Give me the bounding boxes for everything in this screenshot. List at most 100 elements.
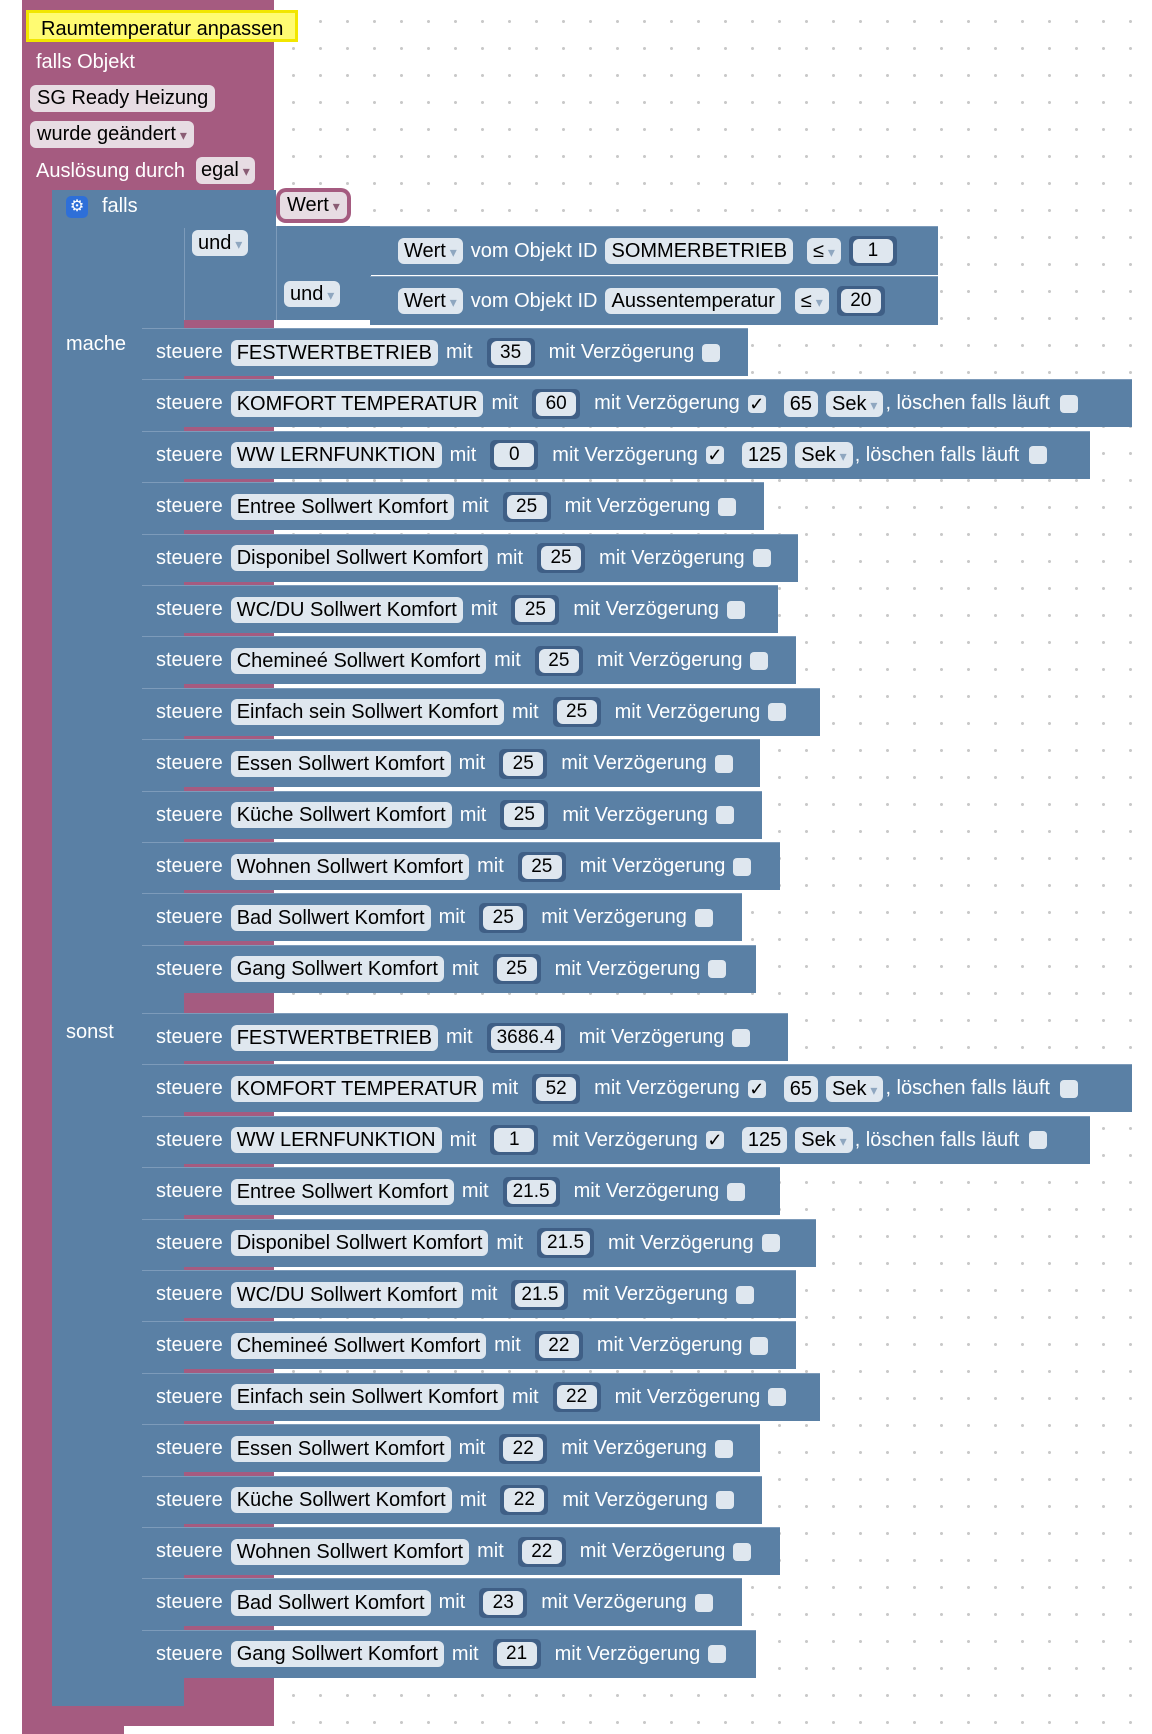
value-input[interactable]: 25: [515, 597, 556, 622]
delay-checkbox[interactable]: [733, 1542, 752, 1561]
value-input[interactable]: 25: [496, 957, 537, 982]
delay-unit-dropdown[interactable]: Sek: [826, 390, 884, 417]
target-object-field[interactable]: Entree Sollwert Komfort: [230, 493, 454, 520]
control-statement-row[interactable]: steuere Bad Sollwert Komfort mit 25 mit Verz…: [142, 893, 742, 942]
condition-2-number[interactable]: 20: [840, 289, 881, 313]
delay-checkbox[interactable]: [708, 960, 727, 979]
value-input[interactable]: 25: [538, 648, 579, 673]
change-mode-dropdown[interactable]: wurde geändert: [30, 121, 194, 148]
clear-if-running-checkbox[interactable]: [1059, 394, 1078, 413]
target-object-field[interactable]: Gang Sollwert Komfort: [230, 1641, 444, 1668]
target-object-field[interactable]: Wohnen Sollwert Komfort: [230, 1538, 470, 1565]
condition-1-object-field[interactable]: SOMMERBETRIEB: [605, 238, 794, 264]
and-operator-dropdown-2[interactable]: und: [284, 281, 341, 307]
value-input[interactable]: 22: [556, 1385, 597, 1410]
control-statement-row[interactable]: steuere Einfach sein Sollwert Komfort mit 2…: [142, 687, 820, 736]
control-statement-row[interactable]: steuere Disponibel Sollwert Komfort mit 25 m…: [142, 533, 798, 582]
control-statement-row[interactable]: steuere Einfach sein Sollwert Komfort mit 2…: [142, 1372, 820, 1421]
target-object-field[interactable]: Küche Sollwert Komfort: [230, 1487, 452, 1514]
delay-checkbox[interactable]: [708, 1645, 727, 1664]
condition-1-operator-dropdown[interactable]: ≤: [807, 238, 841, 264]
target-object-field[interactable]: Chemineé Sollwert Komfort: [230, 1332, 487, 1359]
target-object-field[interactable]: Einfach sein Sollwert Komfort: [230, 699, 504, 726]
and-operator-dropdown-1[interactable]: und: [192, 230, 249, 256]
target-object-field[interactable]: Disponibel Sollwert Komfort: [230, 545, 489, 572]
control-statement-row[interactable]: steuere Wohnen Sollwert Komfort mit 22 mit V…: [142, 1527, 780, 1575]
clear-if-running-checkbox[interactable]: [1029, 1131, 1048, 1150]
target-object-field[interactable]: Disponibel Sollwert Komfort: [230, 1230, 489, 1257]
control-statement-row[interactable]: steuere Küche Sollwert Komfort mit 25 mit Ve…: [142, 790, 762, 839]
target-object-field[interactable]: Küche Sollwert Komfort: [230, 802, 452, 829]
value-input[interactable]: 25: [541, 546, 582, 571]
target-object-field[interactable]: WC/DU Sollwert Komfort: [230, 1281, 463, 1308]
control-statement-row[interactable]: steuere FESTWERTBETRIEB mit 3686.4 mit Verzö…: [142, 1013, 788, 1061]
value-input[interactable]: 21.5: [506, 1179, 556, 1204]
target-object-field[interactable]: Essen Sollwert Komfort: [230, 750, 451, 777]
control-statement-row[interactable]: steuere Entree Sollwert Komfort mit 25 mit V…: [142, 482, 764, 531]
value-input[interactable]: 25: [506, 494, 547, 519]
delay-value-field[interactable]: 65: [783, 390, 819, 417]
delay-checkbox[interactable]: [752, 549, 771, 568]
condition-value-dropdown[interactable]: Wert: [280, 192, 347, 219]
delay-value-field[interactable]: 125: [741, 1127, 788, 1154]
target-object-field[interactable]: Chemineé Sollwert Komfort: [230, 647, 487, 674]
delay-checkbox[interactable]: [727, 600, 746, 619]
value-input[interactable]: 25: [483, 905, 524, 930]
control-statement-row[interactable]: steuere WW LERNFUNKTION mit 0 mit Verzögerun…: [142, 430, 1090, 479]
control-statement-row[interactable]: steuere Disponibel Sollwert Komfort mit 21.…: [142, 1218, 816, 1267]
target-object-field[interactable]: Bad Sollwert Komfort: [230, 904, 431, 931]
script-title[interactable]: Raumtemperatur anpassen: [26, 10, 299, 42]
delay-checkbox[interactable]: [716, 806, 735, 825]
target-object-field[interactable]: WW LERNFUNKTION: [230, 442, 442, 469]
delay-value-field[interactable]: 125: [741, 442, 788, 469]
delay-checkbox[interactable]: [750, 651, 769, 670]
value-input[interactable]: 52: [536, 1076, 577, 1101]
delay-checkbox[interactable]: [732, 1028, 751, 1047]
condition-2-value-dropdown[interactable]: Wert: [398, 288, 463, 314]
control-statement-row[interactable]: steuere WW LERNFUNKTION mit 1 mit Verzögerun…: [142, 1115, 1090, 1164]
control-statement-row[interactable]: steuere Wohnen Sollwert Komfort mit 25 mit V…: [142, 842, 780, 890]
condition-1-number[interactable]: 1: [852, 239, 893, 263]
control-statement-row[interactable]: steuere FESTWERTBETRIEB mit 35 mit Verzögeru…: [142, 328, 748, 376]
delay-checkbox[interactable]: ✓: [747, 1078, 766, 1099]
gear-icon[interactable]: ⚙: [66, 196, 88, 218]
target-object-field[interactable]: KOMFORT TEMPERATUR: [230, 390, 484, 417]
value-input[interactable]: 21.5: [515, 1282, 565, 1307]
value-input[interactable]: 0: [494, 443, 535, 468]
delay-unit-dropdown[interactable]: Sek: [826, 1075, 884, 1102]
condition-1-value-dropdown[interactable]: Wert: [398, 238, 463, 264]
delay-checkbox[interactable]: [750, 1336, 769, 1355]
target-object-field[interactable]: KOMFORT TEMPERATUR: [230, 1075, 484, 1102]
delay-checkbox[interactable]: [761, 1234, 780, 1253]
delay-checkbox[interactable]: ✓: [705, 1130, 724, 1151]
target-object-field[interactable]: Wohnen Sollwert Komfort: [230, 853, 470, 880]
delay-unit-dropdown[interactable]: Sek: [795, 442, 853, 469]
triggered-by-dropdown[interactable]: egal: [196, 157, 255, 184]
value-input[interactable]: 25: [521, 854, 562, 879]
delay-unit-dropdown[interactable]: Sek: [795, 1127, 853, 1154]
value-input[interactable]: 35: [490, 340, 531, 365]
value-input[interactable]: 25: [556, 700, 597, 725]
control-statement-row[interactable]: steuere WC/DU Sollwert Komfort mit 25 mit Ve…: [142, 585, 778, 633]
delay-checkbox[interactable]: [702, 343, 721, 362]
condition-row-2[interactable]: Wert vom Objekt ID Aussentemperatur ≤ 20: [370, 276, 938, 325]
delay-checkbox[interactable]: ✓: [747, 393, 766, 414]
control-statement-row[interactable]: steuere Chemineé Sollwert Komfort mit 25 mit…: [142, 636, 796, 685]
value-input[interactable]: 21: [496, 1642, 537, 1667]
value-input[interactable]: 1: [494, 1128, 535, 1153]
condition-2-operator-dropdown[interactable]: ≤: [794, 288, 829, 314]
control-statement-row[interactable]: steuere KOMFORT TEMPERATUR mit 60 mit Verzög…: [142, 379, 1132, 428]
value-input[interactable]: 21.5: [541, 1231, 591, 1256]
delay-checkbox[interactable]: [768, 1388, 787, 1407]
object-field[interactable]: SG Ready Heizung: [30, 85, 216, 112]
control-statement-row[interactable]: steuere Entree Sollwert Komfort mit 21.5 mit…: [142, 1167, 780, 1216]
delay-checkbox[interactable]: [694, 908, 713, 927]
target-object-field[interactable]: WW LERNFUNKTION: [230, 1127, 442, 1154]
delay-checkbox[interactable]: [716, 1491, 735, 1510]
control-statement-row[interactable]: steuere Essen Sollwert Komfort mit 22 mit Ve…: [142, 1424, 760, 1473]
target-object-field[interactable]: FESTWERTBETRIEB: [230, 339, 438, 366]
delay-checkbox[interactable]: [768, 703, 787, 722]
delay-checkbox[interactable]: [733, 857, 752, 876]
target-object-field[interactable]: Bad Sollwert Komfort: [230, 1589, 431, 1616]
value-input[interactable]: 3686.4: [490, 1025, 561, 1050]
